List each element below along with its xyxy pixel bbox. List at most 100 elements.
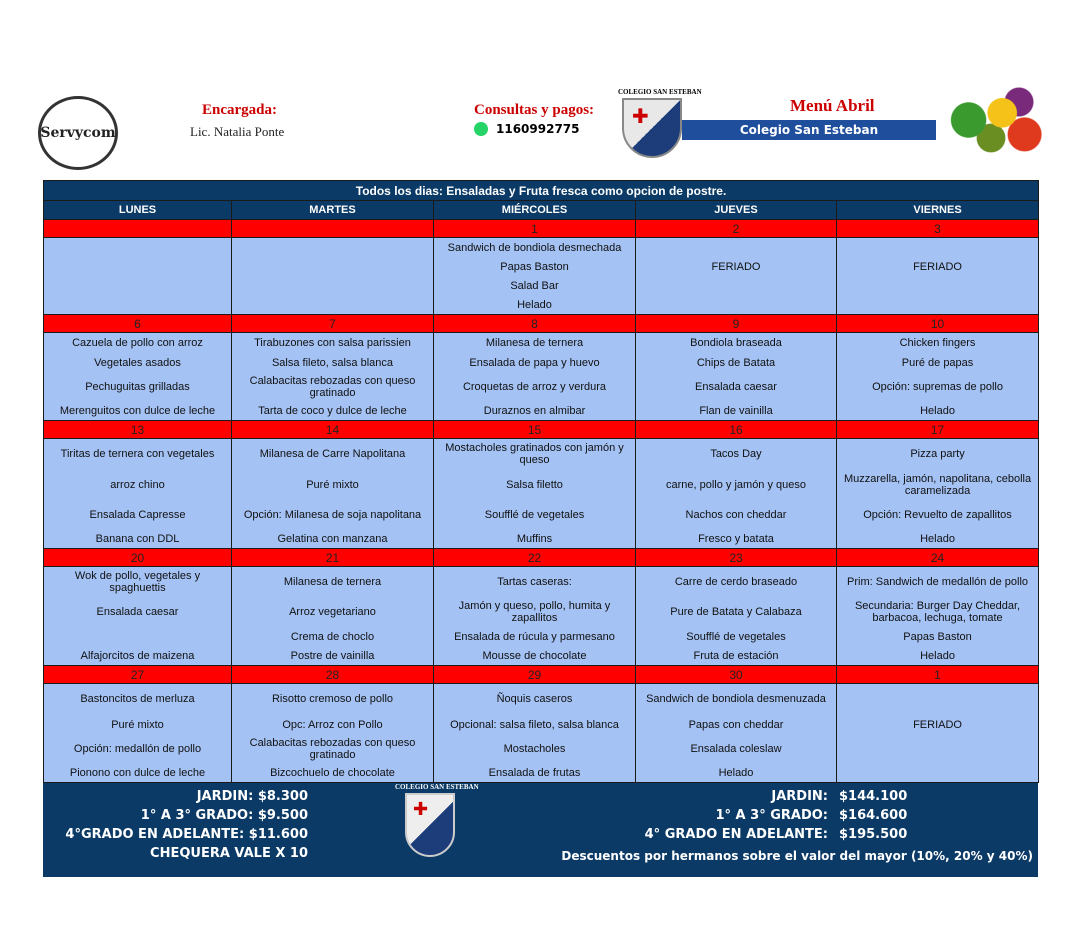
menu-item: Calabacitas rebozadas con queso gratinad… bbox=[231, 372, 434, 402]
date-cell: 8 bbox=[433, 314, 636, 333]
menu-row: Helado bbox=[43, 295, 1040, 315]
menu-row: Ensalada Capresse Opción: Milanesa de soj… bbox=[43, 499, 1040, 530]
price-left: 1° A 3° GRADO: $9.500 bbox=[140, 808, 308, 823]
date-cell: 30 bbox=[635, 665, 837, 684]
phone-number: 1160992775 bbox=[496, 122, 580, 136]
menu-item: Milanesa de ternera bbox=[231, 566, 434, 597]
menu-item: Wok de pollo, vegetales y spaghuettis bbox=[43, 566, 232, 597]
menu-item: Prim: Sandwich de medallón de pollo bbox=[835, 566, 1040, 597]
menu-item: Papas con cheddar bbox=[635, 714, 837, 735]
menu-item bbox=[43, 627, 232, 647]
date-cell: 17 bbox=[835, 420, 1040, 439]
menu-item: Ñoquis caseros bbox=[433, 683, 636, 715]
menu-item: Soufflé de vegetales bbox=[433, 499, 636, 530]
menu-item bbox=[635, 237, 837, 258]
menu-item: Puré mixto bbox=[43, 714, 232, 735]
menu-item: Helado bbox=[835, 401, 1040, 421]
menu-item: FERIADO bbox=[635, 257, 837, 277]
date-cell: 1 bbox=[835, 665, 1040, 684]
price-value: $164.600 bbox=[839, 808, 908, 823]
menu-item bbox=[635, 276, 837, 296]
date-row: 13 14 15 16 17 bbox=[43, 420, 1040, 439]
header: Servycom Encargada: Lic. Natalia Ponte C… bbox=[0, 84, 1080, 178]
menu-item: Papas Baston bbox=[835, 627, 1040, 647]
day-header: JUEVES bbox=[635, 200, 837, 220]
menu-item: Ensalada caesar bbox=[43, 596, 232, 628]
menu-item: FERIADO bbox=[835, 257, 1040, 277]
footer-crest-label: COLEGIO SAN ESTEBAN bbox=[395, 783, 479, 791]
menu-item bbox=[43, 237, 232, 258]
menu-item: Fresco y batata bbox=[635, 529, 837, 549]
table-title: Todos los dias: Ensaladas y Fruta fresca… bbox=[42, 180, 1040, 201]
date-cell: 16 bbox=[635, 420, 837, 439]
menu-row: Papas Baston FERIADO FERIADO bbox=[43, 257, 1040, 277]
menu-item: Mousse de chocolate bbox=[433, 646, 636, 666]
menu-item: Muzzarella, jamón, napolitana, cebolla c… bbox=[835, 469, 1040, 500]
menu-item: Cazuela de pollo con arroz bbox=[43, 332, 232, 353]
phone-contact: 1160992775 bbox=[474, 122, 580, 136]
date-row: 20 21 22 23 24 bbox=[43, 548, 1040, 567]
menu-item: Tirabuzones con salsa parissien bbox=[231, 332, 434, 353]
menu-item: Helado bbox=[635, 763, 837, 783]
menu-item: Fruta de estación bbox=[635, 646, 837, 666]
menu-item: Soufflé de vegetales bbox=[635, 627, 837, 647]
menu-item bbox=[835, 295, 1040, 315]
date-cell bbox=[231, 219, 434, 238]
menu-item: Puré de papas bbox=[835, 352, 1040, 373]
date-cell bbox=[43, 219, 232, 238]
date-cell: 13 bbox=[43, 420, 232, 439]
price-label: 4° GRADO EN ADELANTE: bbox=[644, 827, 828, 842]
menu-item bbox=[835, 763, 1040, 783]
school-crest: ✚ bbox=[622, 98, 682, 158]
menu-row: Banana con DDL Gelatina con manzana Muffin… bbox=[43, 529, 1040, 549]
menu-item: Tartas caseras: bbox=[433, 566, 636, 597]
menu-item: Ensalada de frutas bbox=[433, 763, 636, 783]
date-cell: 10 bbox=[835, 314, 1040, 333]
menu-item bbox=[835, 683, 1040, 715]
menu-item: FERIADO bbox=[835, 714, 1040, 735]
crest-label: COLEGIO SAN ESTEBAN bbox=[618, 88, 702, 96]
menu-row: Sandwich de bondiola desmechada bbox=[43, 237, 1040, 258]
menu-item: Banana con DDL bbox=[43, 529, 232, 549]
date-cell: 20 bbox=[43, 548, 232, 567]
menu-item bbox=[835, 276, 1040, 296]
menu-item: Duraznos en almibar bbox=[433, 401, 636, 421]
menu-row: Merenguitos con dulce de leche Tarta de c… bbox=[43, 401, 1040, 421]
menu-item: Ensalada Capresse bbox=[43, 499, 232, 530]
menu-item: Opcional: salsa fileto, salsa blanca bbox=[433, 714, 636, 735]
menu-item: Mostacholes bbox=[433, 734, 636, 764]
menu-row: Tiritas de ternera con vegetales Milanesa… bbox=[43, 438, 1040, 470]
footer-crest: ✚ bbox=[405, 793, 455, 857]
price-left: 4°GRADO EN ADELANTE: $11.600 bbox=[65, 827, 308, 842]
price-value: $195.500 bbox=[839, 827, 908, 842]
menu-item: Sandwich de bondiola desmenuzada bbox=[635, 683, 837, 715]
menu-item bbox=[835, 734, 1040, 764]
whatsapp-icon bbox=[474, 122, 488, 136]
menu-item: Ensalada de papa y huevo bbox=[433, 352, 636, 373]
menu-item: Crema de choclo bbox=[231, 627, 434, 647]
menu-item: Helado bbox=[835, 529, 1040, 549]
menu-item: Nachos con cheddar bbox=[635, 499, 837, 530]
menu-item: Tarta de coco y dulce de leche bbox=[231, 401, 434, 421]
menu-row: Pechuguitas grilladas Calabacitas rebozad… bbox=[43, 372, 1040, 402]
price-left: JARDIN: $8.300 bbox=[196, 789, 308, 804]
menu-item: Sandwich de bondiola desmechada bbox=[433, 237, 636, 258]
menu-row: Opción: medallón de pollo Calabacitas reb… bbox=[43, 734, 1040, 764]
menu-item: Opción: supremas de pollo bbox=[835, 372, 1040, 402]
menu-item: carne, pollo y jamón y queso bbox=[635, 469, 837, 500]
menu-item bbox=[231, 257, 434, 277]
menu-item bbox=[835, 237, 1040, 258]
menu-item bbox=[231, 295, 434, 315]
date-cell: 6 bbox=[43, 314, 232, 333]
date-cell: 2 bbox=[635, 219, 837, 238]
fruits-vegetables-image bbox=[935, 84, 1047, 156]
menu-item: Croquetas de arroz y verdura bbox=[433, 372, 636, 402]
menu-title: Menú Abril bbox=[790, 96, 875, 115]
menu-item bbox=[635, 295, 837, 315]
date-cell: 23 bbox=[635, 548, 837, 567]
date-cell: 15 bbox=[433, 420, 636, 439]
encargada-name: Lic. Natalia Ponte bbox=[190, 124, 285, 139]
menu-item: Opción: Milanesa de soja napolitana bbox=[231, 499, 434, 530]
date-cell: 3 bbox=[835, 219, 1040, 238]
menu-row: Cazuela de pollo con arroz Tirabuzones co… bbox=[43, 332, 1040, 353]
